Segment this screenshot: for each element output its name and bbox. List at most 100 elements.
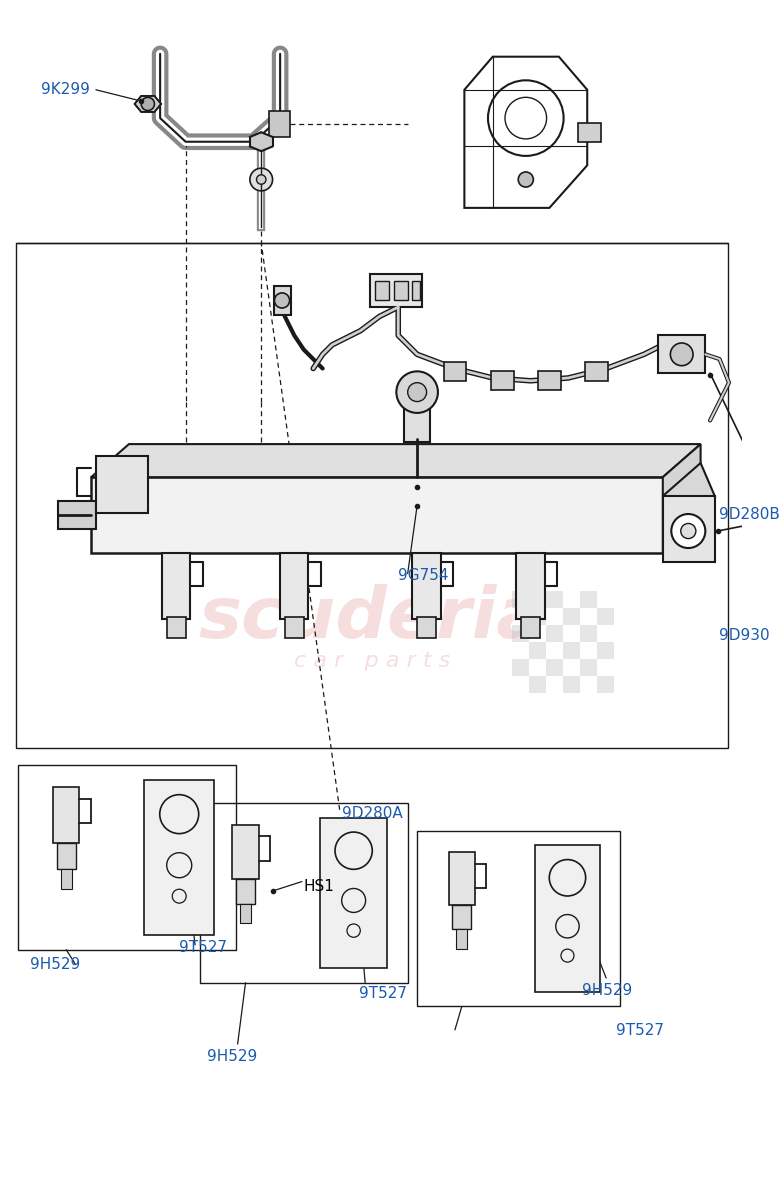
Bar <box>597 676 614 692</box>
Bar <box>417 832 620 1007</box>
Bar <box>586 362 608 380</box>
Polygon shape <box>135 96 161 112</box>
Text: 9T527: 9T527 <box>358 985 407 1001</box>
Bar <box>412 281 420 300</box>
Bar <box>546 676 563 692</box>
Bar <box>512 642 528 659</box>
Bar <box>546 624 563 642</box>
Text: 9H529: 9H529 <box>30 958 80 972</box>
Bar <box>321 817 387 968</box>
Bar <box>370 274 422 307</box>
Bar <box>579 607 597 624</box>
Circle shape <box>670 343 693 366</box>
Bar <box>58 500 96 529</box>
Circle shape <box>681 523 696 539</box>
Circle shape <box>274 293 289 308</box>
Bar <box>444 362 466 380</box>
Bar <box>60 869 72 889</box>
Bar <box>546 590 563 607</box>
Bar <box>579 624 597 642</box>
Bar <box>662 496 715 563</box>
Bar <box>456 929 467 949</box>
Circle shape <box>408 383 426 402</box>
Bar <box>546 659 563 676</box>
Bar <box>56 844 76 869</box>
Bar <box>528 624 546 642</box>
Bar <box>597 659 614 676</box>
Bar <box>16 242 728 749</box>
Bar <box>512 659 528 676</box>
Bar <box>144 780 214 935</box>
Bar <box>96 456 148 514</box>
Bar <box>285 617 303 637</box>
Bar <box>597 642 614 659</box>
Bar <box>448 852 475 905</box>
Bar <box>597 590 614 607</box>
Bar <box>563 607 579 624</box>
Bar <box>417 617 436 637</box>
Circle shape <box>256 175 266 185</box>
Text: 9D930: 9D930 <box>720 629 770 643</box>
Bar <box>394 281 408 300</box>
Bar <box>528 590 546 607</box>
Text: 9K299: 9K299 <box>41 83 90 97</box>
Bar <box>579 676 597 692</box>
Text: 9D280B: 9D280B <box>720 508 780 522</box>
Bar <box>512 676 528 692</box>
Bar <box>53 787 79 844</box>
Bar <box>579 590 597 607</box>
Bar <box>597 624 614 642</box>
Circle shape <box>397 371 438 413</box>
Circle shape <box>141 97 154 110</box>
Bar <box>200 803 408 983</box>
Bar <box>167 617 186 637</box>
Text: 9G754: 9G754 <box>398 568 448 583</box>
Bar <box>563 590 579 607</box>
Polygon shape <box>662 463 715 496</box>
Polygon shape <box>250 132 273 151</box>
Bar <box>578 122 601 142</box>
Bar <box>274 287 291 314</box>
Bar <box>563 642 579 659</box>
Text: 9H529: 9H529 <box>208 1049 258 1064</box>
Bar <box>528 642 546 659</box>
Bar <box>658 336 706 373</box>
Bar <box>91 478 662 553</box>
Bar <box>512 624 528 642</box>
Bar <box>491 371 514 390</box>
Bar <box>269 110 289 137</box>
Bar <box>521 617 540 637</box>
Bar <box>375 281 389 300</box>
Bar <box>280 553 308 619</box>
Bar <box>412 553 441 619</box>
Bar <box>563 659 579 676</box>
Bar <box>597 607 614 624</box>
Text: 9T527: 9T527 <box>179 940 227 955</box>
Bar <box>404 407 430 443</box>
Text: 9H529: 9H529 <box>583 983 633 997</box>
Bar <box>162 553 191 619</box>
Circle shape <box>518 172 533 187</box>
Bar <box>546 607 563 624</box>
Bar <box>18 766 236 949</box>
Text: 9T527: 9T527 <box>615 1024 663 1038</box>
Bar <box>563 676 579 692</box>
Bar <box>535 846 600 992</box>
Polygon shape <box>91 444 701 478</box>
Bar <box>528 676 546 692</box>
Circle shape <box>250 168 273 191</box>
Bar <box>579 642 597 659</box>
Bar <box>546 642 563 659</box>
Bar <box>528 659 546 676</box>
Text: scuderia: scuderia <box>198 584 546 653</box>
Bar <box>563 624 579 642</box>
Bar <box>452 905 471 929</box>
Bar <box>240 904 251 924</box>
Bar <box>579 659 597 676</box>
Bar <box>512 607 528 624</box>
Text: HS1: HS1 <box>303 878 335 894</box>
Bar <box>232 824 259 878</box>
Bar <box>517 553 545 619</box>
Bar <box>512 590 528 607</box>
Text: 9D280A: 9D280A <box>342 806 402 821</box>
